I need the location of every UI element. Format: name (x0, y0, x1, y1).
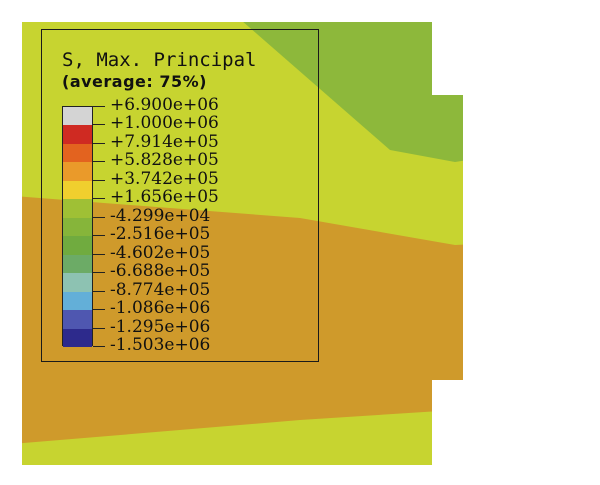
legend-box (41, 29, 319, 362)
legend-level-label: -1.295e+06 (110, 316, 211, 337)
legend-level-label: +6.900e+06 (110, 95, 219, 115)
legend-swatch (63, 291, 92, 311)
legend-swatch (63, 328, 92, 348)
legend-level-label: +3.742e+05 (110, 168, 219, 189)
legend-level-label: -8.774e+05 (110, 279, 211, 300)
legend-swatch (63, 199, 92, 219)
legend-tick (93, 142, 105, 144)
legend-tick (93, 346, 105, 347)
legend-tick (93, 235, 105, 237)
legend-level-label: +1.656e+05 (110, 187, 219, 208)
legend-tick (93, 327, 105, 329)
legend-tick (93, 253, 105, 255)
legend-swatch (63, 180, 92, 200)
legend-level-label: -2.516e+05 (110, 224, 211, 245)
legend-swatch (63, 217, 92, 237)
legend-level-label: +1.000e+06 (110, 113, 219, 134)
legend-swatch (63, 162, 92, 182)
legend-tick (93, 124, 105, 126)
legend-title: S, Max. Principal (62, 49, 257, 71)
legend-level-label: -4.299e+04 (110, 205, 211, 226)
legend-swatch (63, 273, 92, 293)
legend-tick (93, 309, 105, 311)
legend-tick (93, 179, 105, 181)
legend-swatch (63, 143, 92, 163)
legend-swatch (63, 236, 92, 256)
legend-level-label: -6.688e+05 (110, 261, 211, 282)
legend-swatch (63, 107, 92, 126)
legend-swatch (63, 125, 92, 145)
legend-level-label: -1.086e+06 (110, 298, 211, 319)
legend-swatch (63, 310, 92, 330)
legend-color-bar (62, 106, 93, 348)
legend-tick (93, 106, 105, 107)
legend-tick (93, 161, 105, 163)
legend-level-label: +7.914e+05 (110, 131, 219, 152)
contour-region-green (218, 22, 463, 162)
legend-tick (93, 272, 105, 274)
legend-tick (93, 198, 105, 200)
legend-tick (93, 216, 105, 218)
legend-swatch (63, 254, 92, 274)
legend-tick (93, 290, 105, 292)
legend-level-label: -1.503e+06 (110, 335, 211, 355)
legend-level-label: -4.602e+05 (110, 242, 211, 263)
legend-level-label: +5.828e+05 (110, 150, 219, 171)
legend-subtitle: (average: 75%) (62, 72, 207, 91)
